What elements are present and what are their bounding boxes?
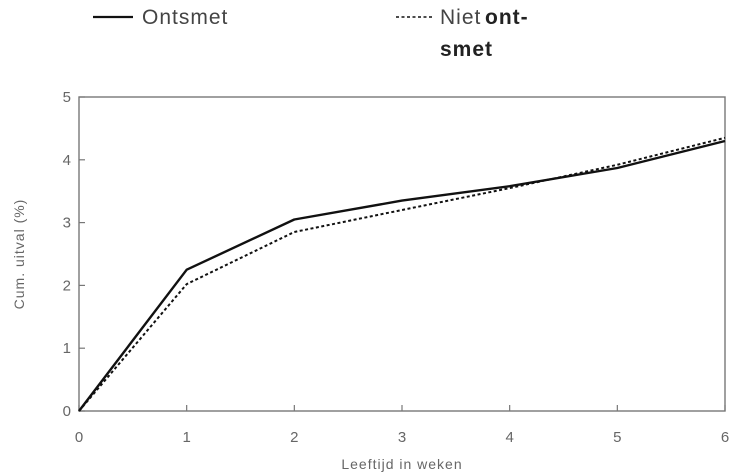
legend-item-niet-ontsmet: Niet ont- smet — [396, 6, 529, 61]
y-tick-label: 3 — [63, 215, 71, 232]
legend-label-ont: ont- — [485, 6, 529, 29]
x-tick-label: 6 — [721, 429, 729, 446]
x-tick-label: 3 — [398, 429, 406, 446]
y-tick-label: 2 — [63, 277, 71, 294]
x-tick-label: 4 — [505, 429, 513, 446]
x-tick-label: 1 — [182, 429, 190, 446]
y-axis-ticks: 0 1 2 3 4 5 — [63, 89, 85, 420]
series-line-niet-ontsmet — [78, 136, 726, 412]
series-line-ontsmet — [78, 139, 726, 412]
legend-label-smet: smet — [440, 38, 493, 61]
y-tick-label: 5 — [63, 89, 71, 106]
x-axis-ticks: 0 1 2 3 4 5 6 — [75, 405, 729, 446]
legend: Ontsmet Niet ont- smet — [93, 6, 529, 61]
y-axis-label: Cum. uitval (%) — [11, 199, 27, 310]
legend-label-ontsmet: Ontsmet — [142, 6, 228, 29]
y-tick-label: 4 — [63, 152, 71, 169]
legend-label-niet: Niet — [440, 6, 481, 29]
x-tick-label: 0 — [75, 429, 83, 446]
series-lines — [78, 136, 726, 412]
y-tick-label: 1 — [63, 340, 71, 357]
y-tick-label: 0 — [63, 403, 71, 420]
legend-item-ontsmet: Ontsmet — [93, 6, 228, 29]
plot-frame — [78, 96, 726, 412]
x-axis-label: Leeftijd in weken — [341, 456, 462, 472]
x-tick-label: 2 — [290, 429, 298, 446]
x-tick-label: 5 — [613, 429, 621, 446]
